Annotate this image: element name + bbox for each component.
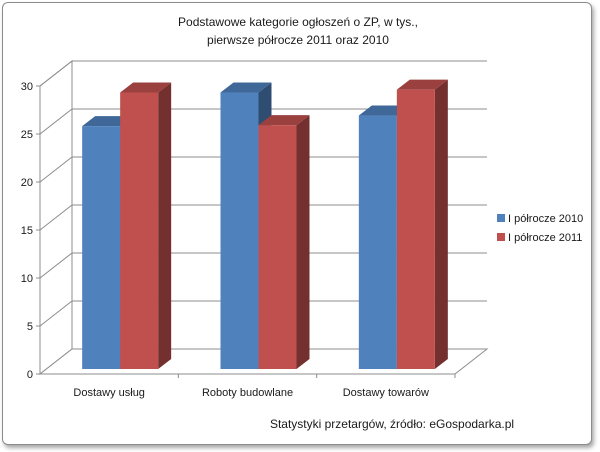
bar-top	[396, 79, 448, 90]
bar-front	[258, 125, 297, 369]
source-note: Statystyki przetargów, źródło: eGospodar…	[270, 417, 514, 431]
bar-side	[434, 79, 448, 369]
bar-front	[358, 115, 397, 369]
x-tick-label: Dostawy towarów	[343, 387, 429, 399]
bar-top	[220, 82, 272, 93]
y-tick-label: 0	[27, 369, 33, 381]
bar-side	[158, 82, 172, 370]
legend-swatch	[497, 233, 505, 241]
y-tick-label: 20	[21, 177, 33, 189]
gridline-side	[39, 204, 73, 231]
y-tick-label: 30	[21, 81, 33, 93]
x-tick-label: Dostawy usług	[73, 387, 145, 399]
legend-swatch	[497, 214, 505, 222]
bar-front	[396, 89, 435, 369]
x-tick-label: Roboty budowlane	[202, 387, 293, 399]
gridline-side	[39, 156, 73, 183]
legend: I półrocze 2010 I półrocze 2011	[497, 213, 583, 244]
bar-front	[220, 92, 259, 370]
bar-front	[82, 126, 121, 370]
bars	[82, 79, 448, 370]
bar-i-polrocze-2011	[258, 115, 310, 369]
y-axis: 0 5 10 15 20 25 30	[21, 81, 41, 381]
gridline-side	[39, 252, 73, 279]
y-tick-label: 5	[27, 321, 33, 333]
gridline-side	[39, 60, 73, 87]
bar-front	[120, 92, 159, 370]
y-tick-label: 25	[21, 129, 33, 141]
legend-entry: I półrocze 2011	[508, 232, 582, 244]
chart-title: Podstawowe kategorie ogłoszeń o ZP, w ty…	[178, 15, 418, 29]
legend-entry: I półrocze 2010	[508, 213, 583, 225]
chart-subtitle: pierwsze półrocze 2011 oraz 2010	[207, 33, 389, 47]
bar-i-polrocze-2011	[120, 82, 172, 370]
gridline-side	[39, 300, 73, 327]
x-axis: Dostawy usług Roboty budowlane Dostawy tow…	[40, 373, 456, 399]
y-tick-label: 10	[21, 273, 33, 285]
y-tick-label: 15	[21, 225, 33, 237]
gridline-side	[39, 108, 73, 135]
bar-top	[120, 82, 172, 93]
bar-top	[258, 115, 310, 126]
bar-side	[296, 115, 310, 369]
bar-i-polrocze-2011	[396, 79, 448, 369]
